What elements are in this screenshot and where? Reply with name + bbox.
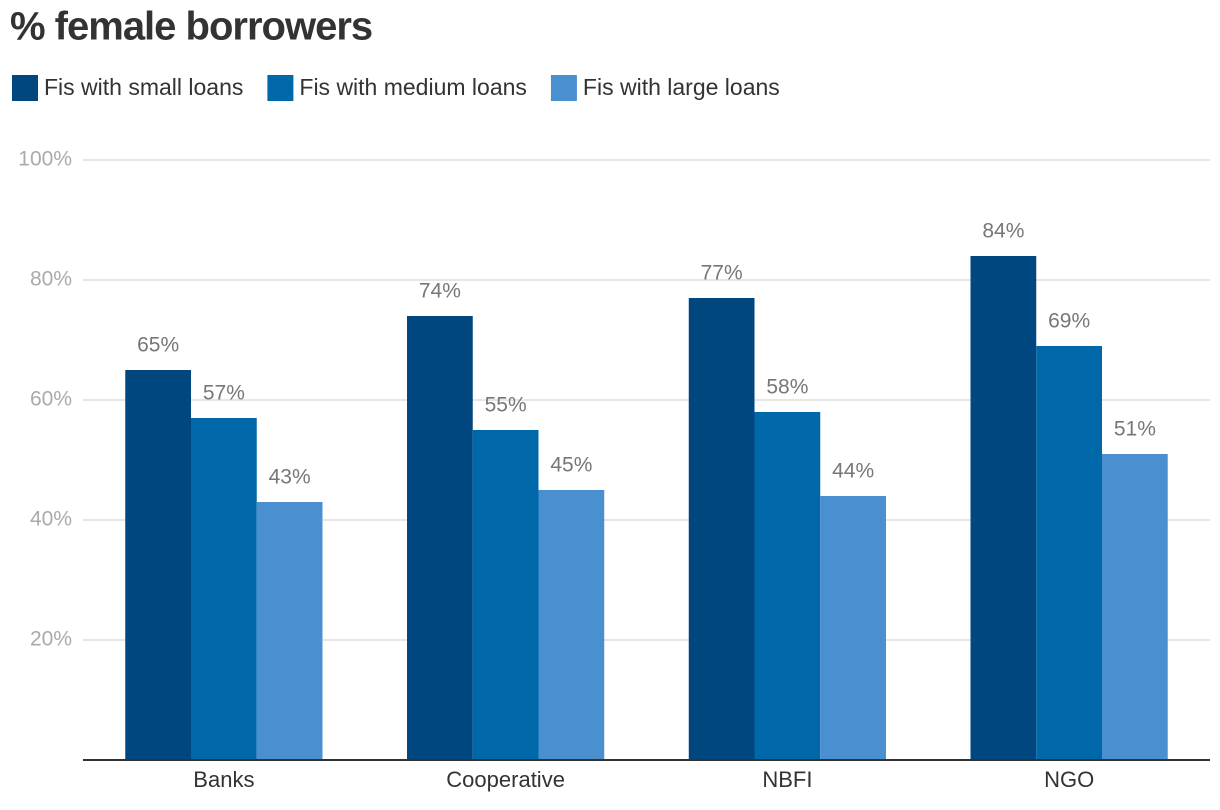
legend-label: Fis with large loans [583, 74, 780, 100]
value-label: 51% [1114, 418, 1156, 441]
y-tick-label: 20% [30, 628, 72, 651]
legend-label: Fis with small loans [44, 74, 243, 100]
chart-title: % female borrowers [10, 5, 372, 49]
legend-swatch [12, 75, 38, 101]
bar [125, 370, 192, 760]
legend-swatch [267, 75, 294, 101]
y-tick-label: 60% [30, 388, 72, 411]
value-label: 65% [137, 334, 179, 357]
x-tick-label: Banks [193, 767, 254, 792]
bar [970, 256, 1037, 760]
value-label: 45% [550, 454, 592, 477]
bar [256, 502, 323, 760]
value-label: 43% [269, 466, 311, 489]
value-label: 77% [701, 262, 743, 285]
bar [407, 316, 473, 760]
x-tick-label: NGO [1044, 767, 1094, 792]
value-label: 57% [203, 382, 245, 405]
value-label: 74% [419, 280, 461, 303]
legend-label: Fis with medium loans [299, 74, 527, 100]
bar [538, 490, 605, 760]
value-label: 58% [766, 376, 808, 399]
bar [820, 496, 886, 760]
value-label: 69% [1048, 310, 1090, 333]
value-label: 55% [485, 394, 527, 417]
x-tick-label: NBFI [762, 767, 812, 792]
x-tick-label: Cooperative [446, 767, 565, 792]
legend-swatch [550, 75, 577, 101]
y-tick-label: 40% [30, 508, 72, 531]
bar [1101, 454, 1168, 760]
bar [1036, 346, 1102, 760]
bar [688, 298, 755, 760]
value-label: 84% [982, 220, 1024, 243]
bar [191, 418, 257, 760]
value-label: 44% [832, 460, 874, 483]
bar [472, 430, 539, 760]
bar [754, 412, 821, 760]
y-tick-label: 80% [30, 268, 72, 291]
y-tick-label: 100% [18, 148, 72, 171]
